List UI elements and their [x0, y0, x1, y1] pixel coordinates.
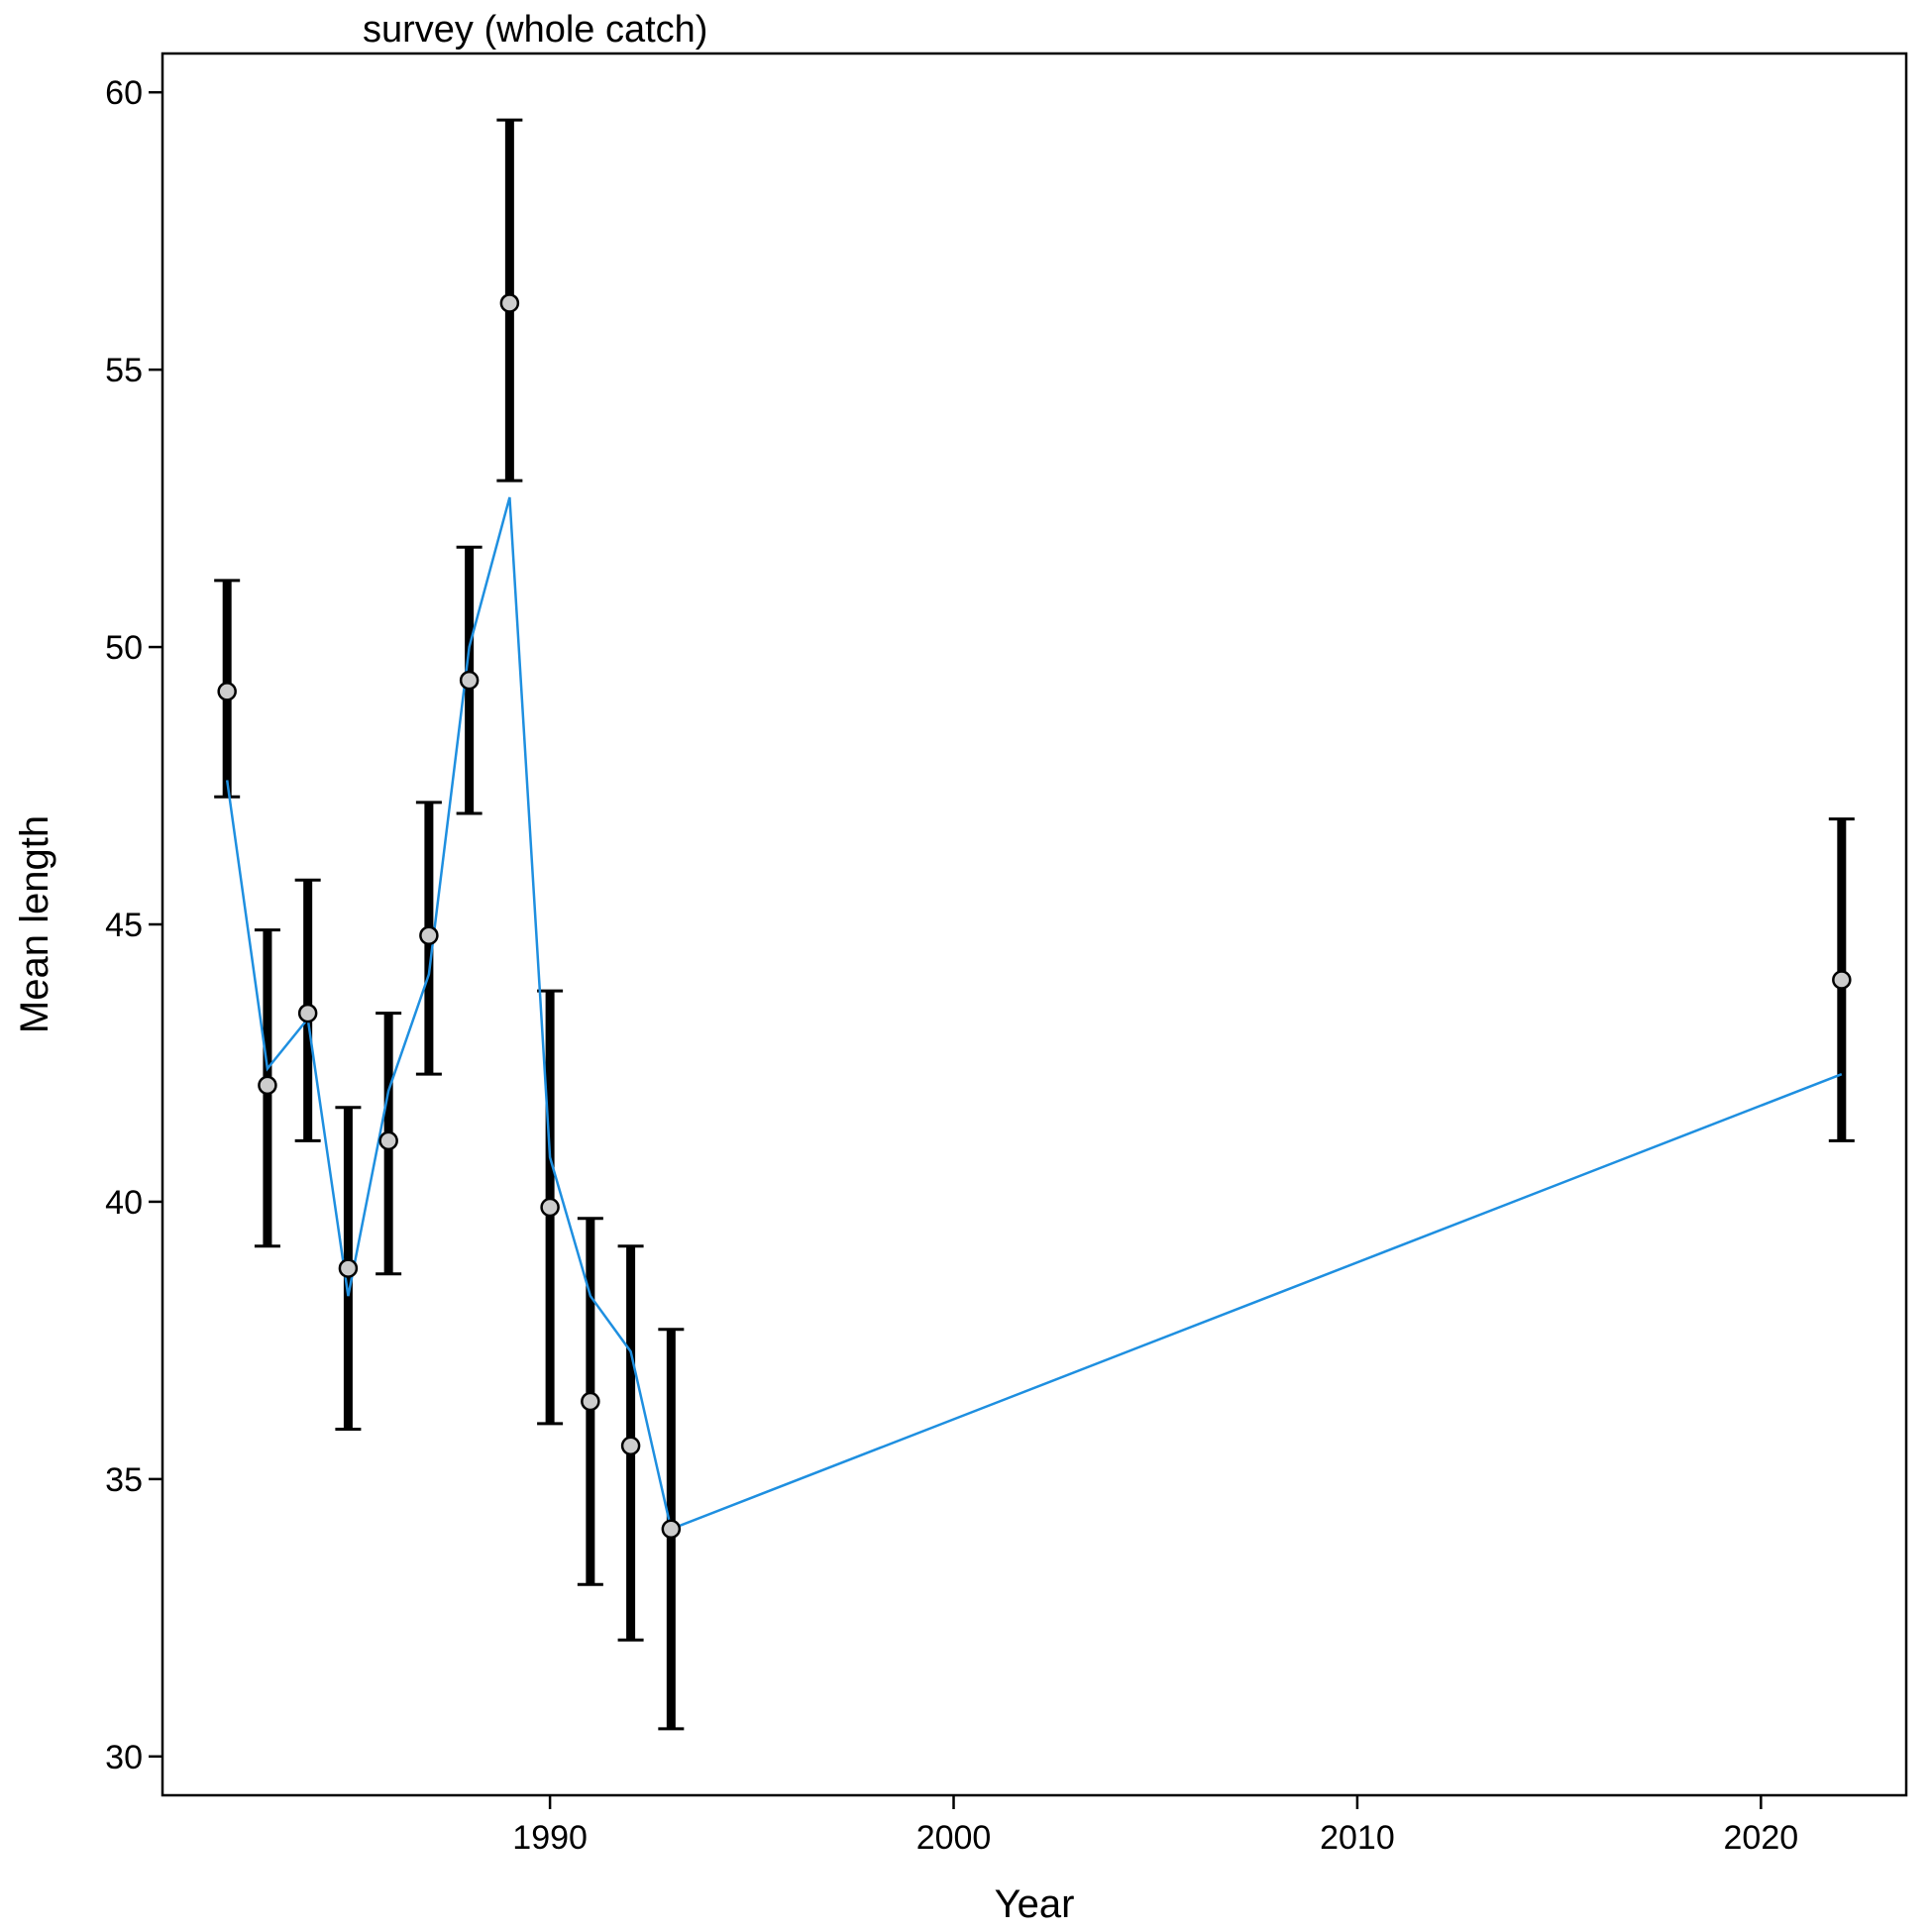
- y-tick-label: 40: [105, 1184, 143, 1222]
- y-tick-label: 45: [105, 907, 143, 944]
- observed-point: [540, 1197, 560, 1218]
- plot-area: [161, 52, 1908, 1797]
- fit-line-group: [225, 496, 1843, 1531]
- error-bars: [214, 118, 1855, 1731]
- chart-title: survey (whole catch): [363, 9, 707, 51]
- expected-length-line: [225, 496, 1843, 1531]
- observed-point: [499, 293, 520, 313]
- observed-point: [581, 1391, 600, 1412]
- y-tick-label: 30: [105, 1739, 143, 1776]
- observed-point: [1832, 970, 1852, 990]
- observed-point: [620, 1436, 641, 1456]
- x-tick-label: 2010: [1320, 1819, 1395, 1857]
- observed-point: [338, 1258, 359, 1278]
- y-axis-label: Mean length: [13, 815, 56, 1033]
- x-tick-label: 1990: [512, 1819, 588, 1857]
- observed-point: [378, 1130, 398, 1151]
- y-tick-label: 35: [105, 1461, 143, 1499]
- y-tick-label: 50: [105, 629, 143, 667]
- observed-point: [297, 1003, 318, 1023]
- y-tick-label: 55: [105, 352, 143, 389]
- observed-point: [459, 670, 480, 691]
- observed-point: [661, 1519, 682, 1540]
- x-tick-label: 2020: [1724, 1819, 1799, 1857]
- observed-point: [258, 1075, 277, 1096]
- x-tick-label: 2000: [916, 1819, 992, 1857]
- y-axis-ticks: 30 35 40 45 50 55 60: [105, 74, 162, 1776]
- observed-points: [217, 293, 1852, 1540]
- x-axis-ticks: 1990 2000 2010 2020: [512, 1795, 1798, 1857]
- observed-point: [419, 925, 439, 945]
- observed-point: [217, 682, 237, 701]
- x-axis-label: Year: [995, 1882, 1075, 1926]
- y-tick-label: 60: [105, 74, 143, 112]
